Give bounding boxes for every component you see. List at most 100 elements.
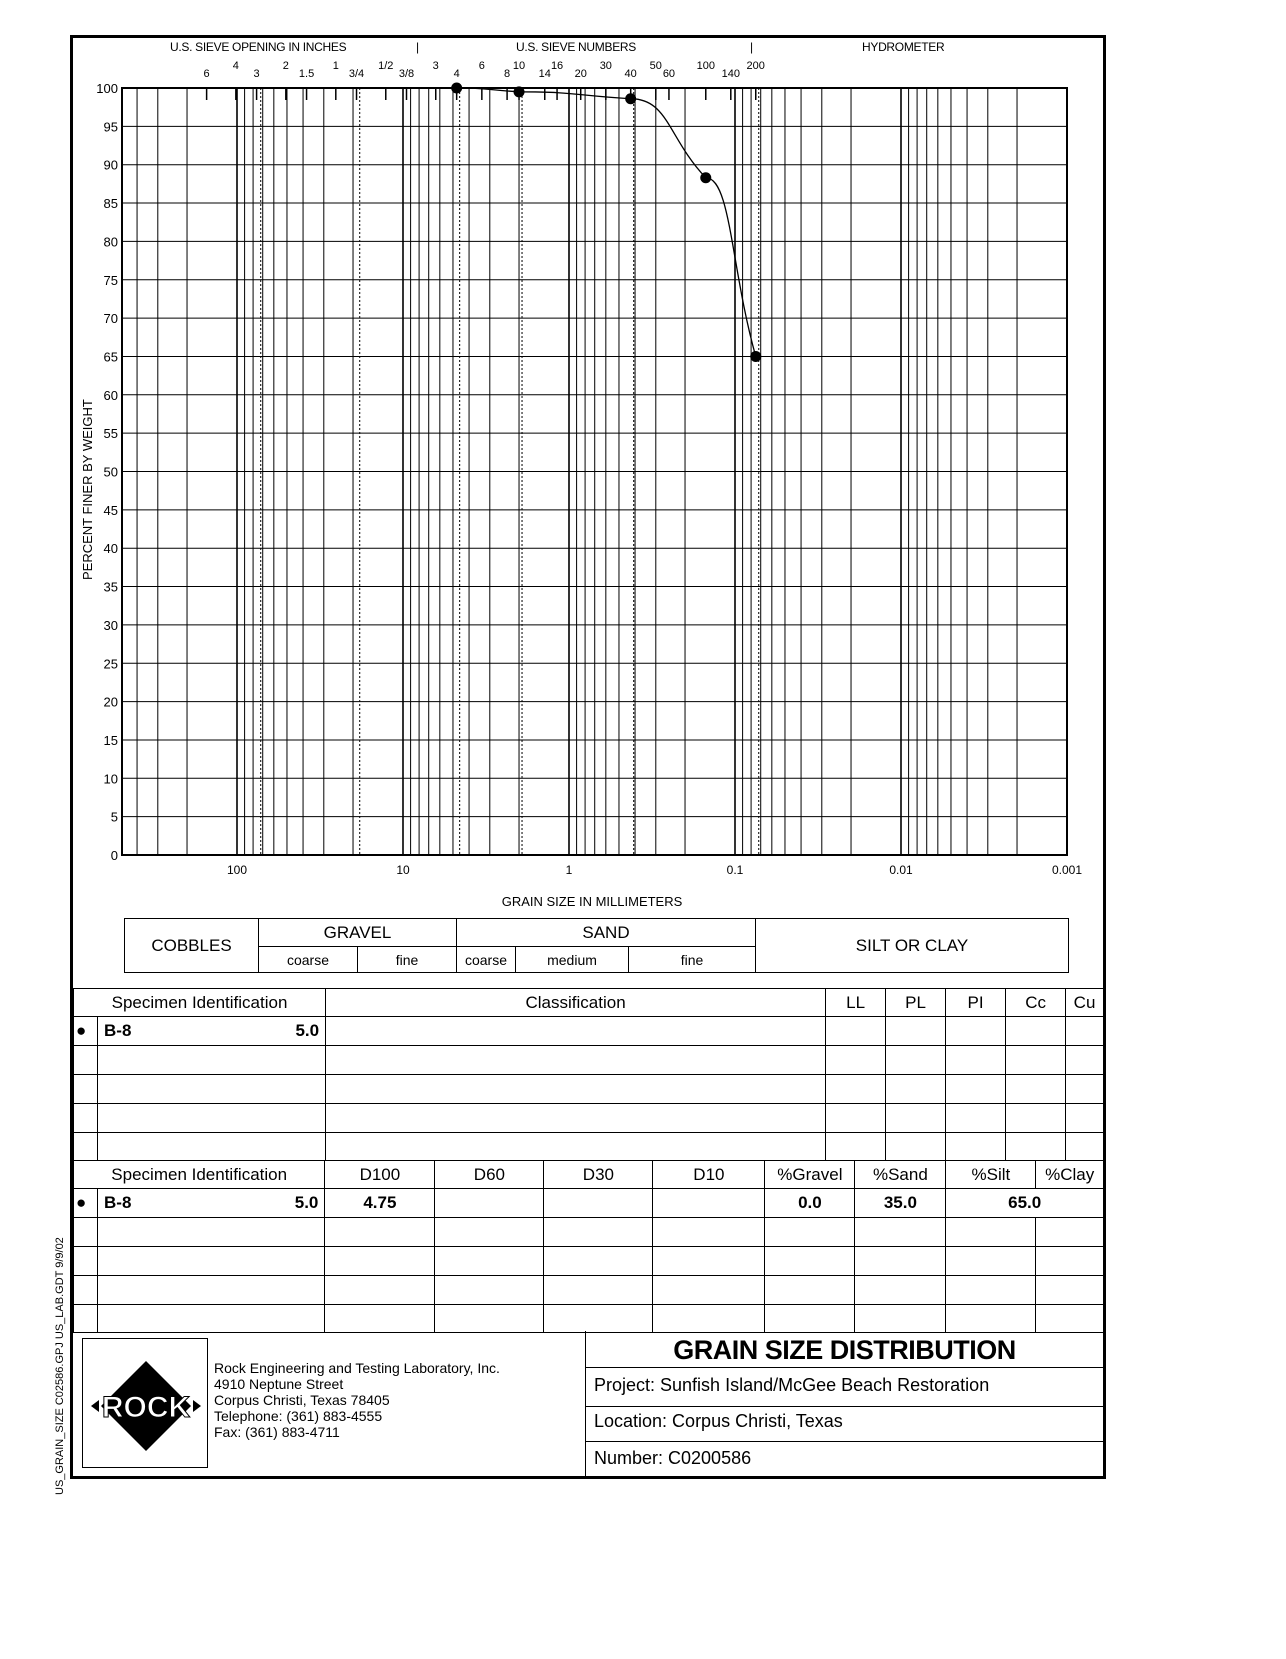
specimen-depth: 5.0 <box>294 1193 319 1212</box>
y-tick-label: 75 <box>104 273 118 288</box>
specimen-depth: 5.0 <box>295 1021 320 1040</box>
y-tick-label: 0 <box>111 848 118 863</box>
company-name: Rock Engineering and Testing Laboratory,… <box>214 1360 500 1376</box>
col-d10: D10 <box>652 1160 766 1189</box>
table-row <box>73 1103 1104 1133</box>
col-cc: Cc <box>1005 988 1067 1017</box>
soil-classification-table: COBBLES GRAVEL SAND SILT OR CLAY coarse … <box>124 918 1069 973</box>
y-tick-label: 30 <box>104 618 118 633</box>
y-tick-label: 15 <box>104 733 118 748</box>
sieve-label: 40 <box>625 68 637 80</box>
sieve-inches-header: U.S. SIEVE OPENING IN INCHES <box>170 40 347 54</box>
x-tick-label: 0.01 <box>889 863 913 877</box>
table-row <box>73 1217 1104 1247</box>
y-tick-label: 10 <box>104 771 118 786</box>
sieve-label: 14 <box>539 68 551 80</box>
table-row <box>73 1045 1104 1075</box>
y-tick-label: 90 <box>104 158 118 173</box>
col-d100: D100 <box>324 1160 436 1189</box>
company-fax: Fax: (361) 883-4711 <box>214 1424 340 1440</box>
gravel-cell: GRAVEL <box>258 918 457 947</box>
specimen-cell: B-8 5.0 <box>96 1016 327 1046</box>
y-tick-label: 65 <box>104 349 118 364</box>
sieve-label: 4 <box>454 68 460 80</box>
header-divider: | <box>750 40 753 54</box>
col-gravel: %Gravel <box>764 1160 856 1189</box>
gradation-table: Specimen Identification D100 D60 D30 D10… <box>72 1160 1104 1333</box>
sieve-label: 50 <box>650 60 662 72</box>
report-title: GRAIN SIZE DISTRIBUTION <box>673 1335 1016 1365</box>
data-point <box>451 82 463 94</box>
y-tick-label: 80 <box>104 234 118 249</box>
sieve-label: 60 <box>663 68 675 80</box>
location-text: Location: Corpus Christi, Texas <box>594 1411 843 1431</box>
sieve-label: 3/4 <box>349 68 364 80</box>
sand-coarse-cell: coarse <box>456 946 516 973</box>
chart-grid <box>121 87 1068 856</box>
sieve-label: 140 <box>722 68 740 80</box>
sieve-label: 30 <box>600 60 612 72</box>
y-tick-label: 20 <box>104 695 118 710</box>
sieve-label: 2 <box>283 60 289 72</box>
x-tick-label: 0.1 <box>727 863 744 877</box>
sand-medium-cell: medium <box>515 946 629 973</box>
company-phone: Telephone: (361) 883-4555 <box>214 1408 383 1424</box>
sieve-label: 10 <box>513 60 525 72</box>
company-logo: ROCK <box>82 1338 208 1468</box>
y-tick-label: 85 <box>104 196 118 211</box>
table-row <box>73 1304 1104 1333</box>
marker-circle-icon: ● <box>73 1188 98 1218</box>
col-classification: Classification <box>325 988 827 1017</box>
company-city: Corpus Christi, Texas 78405 <box>214 1392 390 1408</box>
col-d60: D60 <box>434 1160 545 1189</box>
cobbles-cell: COBBLES <box>124 918 259 973</box>
sieve-label: 1.5 <box>299 68 314 80</box>
col-clay: %Clay <box>1035 1160 1104 1189</box>
y-tick-label: 70 <box>104 311 118 326</box>
table-row <box>73 1132 1104 1161</box>
specimen-cell: B-8 5.0 <box>96 1188 326 1218</box>
y-tick-label: 95 <box>104 119 118 134</box>
data-point <box>750 350 762 362</box>
file-reference-text: US_GRAIN_SIZE C02586.GPJ US_LAB.GDT 9/9/… <box>54 1237 66 1495</box>
x-axis-ticks: 100 10 1 0.1 0.01 0.001 <box>227 863 1082 877</box>
grain-size-chart: 64321.513/41/23/834681014162030405060100… <box>80 60 1082 909</box>
y-tick-label: 45 <box>104 503 118 518</box>
sieve-label: 16 <box>551 60 563 72</box>
data-point <box>513 86 525 98</box>
series-line <box>456 87 757 357</box>
sieve-label: 1 <box>333 60 339 72</box>
y-tick-label: 50 <box>104 465 118 480</box>
sieve-label: 100 <box>697 60 715 72</box>
project-text: Project: Sunfish Island/McGee Beach Rest… <box>594 1375 990 1395</box>
title-block: GRAIN SIZE DISTRIBUTION Project: Sunfish… <box>585 1331 1103 1476</box>
sieve-numbers-header: U.S. SIEVE NUMBERS <box>516 40 636 54</box>
table-row: ● B-8 5.0 4.75 0.0 35.0 65.0 <box>73 1188 1104 1218</box>
y-tick-label: 55 <box>104 426 118 441</box>
d100-value: 4.75 <box>324 1188 436 1218</box>
y-tick-label: 40 <box>104 541 118 556</box>
table-row <box>73 1074 1104 1104</box>
sieve-label: 3/8 <box>399 68 414 80</box>
sieve-label: 4 <box>233 60 239 72</box>
data-point <box>625 93 637 105</box>
series-b8 <box>451 82 762 362</box>
gravel-coarse-cell: coarse <box>258 946 358 973</box>
y-tick-label: 100 <box>96 81 118 96</box>
y-tick-label: 35 <box>104 580 118 595</box>
y-tick-label: 5 <box>111 810 118 825</box>
x-tick-label: 1 <box>566 863 573 877</box>
col-d30: D30 <box>543 1160 654 1189</box>
gravel-percent: 0.0 <box>764 1188 856 1218</box>
specimen-id: B-8 <box>104 1193 132 1212</box>
y-axis-ticks: 0 5 10 15 20 25 30 35 40 45 50 55 60 65 70 75 80 85 90 95 10… <box>96 81 118 863</box>
sieve-label: 3 <box>254 68 260 80</box>
y-axis-label: PERCENT FINER BY WEIGHT <box>80 399 95 580</box>
sand-cell: SAND <box>456 918 756 947</box>
col-ll: LL <box>825 988 887 1017</box>
col-specimen: Specimen Identification <box>72 1160 326 1189</box>
silt-clay-cell: SILT OR CLAY <box>755 918 1069 973</box>
y-tick-label: 60 <box>104 388 118 403</box>
col-specimen: Specimen Identification <box>72 988 327 1017</box>
